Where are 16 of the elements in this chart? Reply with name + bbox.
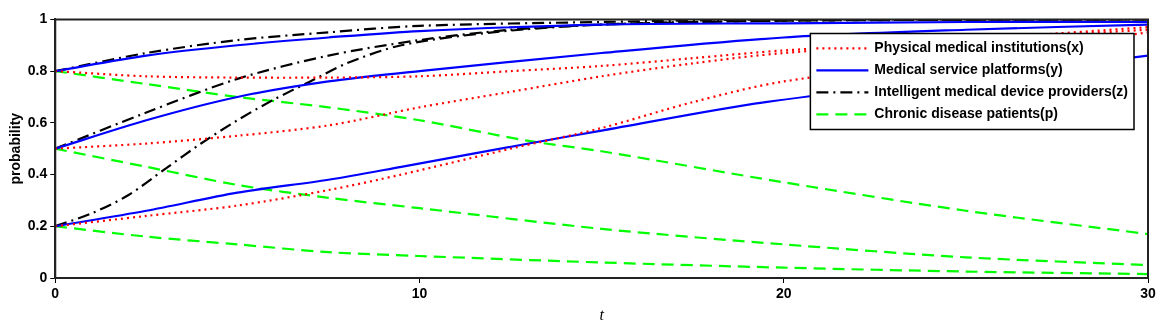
x-tick-label: 0	[51, 285, 60, 302]
y-tick-label: 0.4	[27, 165, 48, 182]
y-tick-label: 0.8	[27, 61, 48, 78]
legend-label: Chronic disease patients(p)	[874, 105, 1058, 122]
x-tick-label: 30	[1140, 285, 1156, 302]
y-axis-title: probability	[7, 112, 24, 185]
y-tick-label: 0.2	[27, 217, 48, 234]
x-axis-title: t	[599, 305, 605, 323]
y-tick-label: 1	[39, 10, 48, 27]
legend-label: Intelligent medical device providers(z)	[874, 83, 1129, 100]
y-tick-label: 0.6	[27, 113, 48, 130]
y-tick-label: 0	[39, 268, 48, 285]
x-tick-label: 10	[411, 285, 428, 302]
x-tick-label: 20	[775, 285, 792, 302]
legend-label: Medical service platforms(y)	[874, 61, 1063, 78]
legend-label: Physical medical institutions(x)	[874, 39, 1084, 56]
